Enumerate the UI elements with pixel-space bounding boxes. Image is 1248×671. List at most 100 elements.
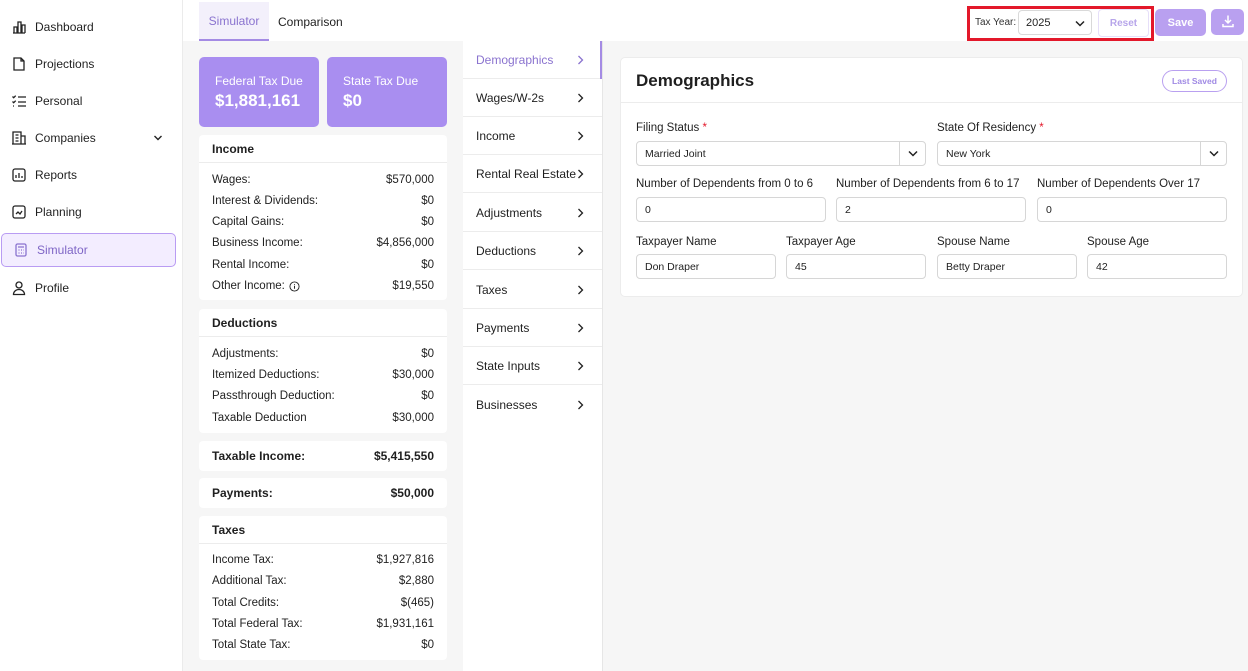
tab-comparison[interactable]: Comparison bbox=[278, 14, 343, 29]
label-text: State Of Residency bbox=[937, 122, 1037, 134]
section-nav-adjustments[interactable]: Adjustments bbox=[463, 194, 602, 232]
info-icon[interactable] bbox=[289, 280, 300, 292]
filing-status-select[interactable]: Married Joint bbox=[636, 141, 926, 166]
list-check-icon bbox=[11, 93, 27, 109]
chevron-right-icon bbox=[577, 207, 584, 218]
chevron-right-icon bbox=[577, 284, 584, 295]
payments-box: Payments: $50,000 bbox=[199, 478, 447, 508]
section-nav-deductions[interactable]: Deductions bbox=[463, 232, 602, 270]
taxpayer-name-label: Taxpayer Name bbox=[636, 236, 717, 248]
row-label: Total Credits: bbox=[212, 597, 280, 609]
section-nav-wages[interactable]: Wages/W-2s bbox=[463, 79, 602, 117]
section-nav-taxes[interactable]: Taxes bbox=[463, 271, 602, 309]
active-section-indicator bbox=[600, 41, 602, 79]
row-label: Rental Income: bbox=[212, 259, 290, 271]
sidebar-item-projections[interactable]: Projections bbox=[0, 47, 183, 81]
income-row: Other Income: $19,550 bbox=[212, 278, 434, 294]
state-tax-due-card: State Tax Due $0 bbox=[327, 57, 447, 127]
sidebar-item-label: Dashboard bbox=[35, 20, 94, 34]
section-nav-businesses[interactable]: Businesses bbox=[463, 386, 602, 424]
taxpayer-age-label: Taxpayer Age bbox=[786, 236, 856, 248]
chevron-right-icon bbox=[577, 322, 584, 333]
sidebar-item-planning[interactable]: Planning bbox=[0, 195, 183, 229]
section-nav-label: Rental Real Estate bbox=[476, 166, 577, 181]
deduction-row: Itemized Deductions: $30,000 bbox=[212, 367, 434, 383]
row-label: Interest & Dividends: bbox=[212, 195, 319, 207]
state-of-residency-select[interactable]: New York bbox=[937, 141, 1227, 166]
taxpayer-age-input[interactable]: 45 bbox=[786, 254, 926, 279]
row-value: $570,000 bbox=[386, 174, 434, 186]
row-label: Wages: bbox=[212, 174, 251, 186]
section-nav-rental-real-estate[interactable]: Rental Real Estate bbox=[463, 155, 602, 193]
bar-chart-icon bbox=[11, 19, 27, 35]
dependents-over-17-input[interactable]: 0 bbox=[1037, 197, 1227, 222]
input-value: 45 bbox=[795, 260, 807, 273]
tax-row: Total State Tax: $0 bbox=[212, 637, 434, 653]
chevron-down-icon[interactable] bbox=[153, 132, 163, 142]
row-label: Business Income: bbox=[212, 237, 303, 249]
sidebar-item-reports[interactable]: Reports bbox=[0, 158, 183, 192]
deductions-box: Deductions Adjustments: $0 Itemized Deduc… bbox=[199, 309, 447, 433]
state-of-residency-label: State Of Residency * bbox=[937, 122, 1044, 134]
income-row: Wages: $570,000 bbox=[212, 172, 434, 188]
input-value: Betty Draper bbox=[946, 260, 1005, 273]
payments-value: $50,000 bbox=[390, 486, 434, 500]
input-value: 0 bbox=[645, 203, 651, 216]
input-value: 42 bbox=[1096, 260, 1108, 273]
tax-year-select[interactable]: 2025 bbox=[1018, 10, 1092, 35]
sidebar-item-dashboard[interactable]: Dashboard bbox=[0, 10, 183, 44]
sidebar-item-label: Personal bbox=[35, 94, 83, 108]
planning-icon bbox=[11, 204, 27, 220]
payments-label: Payments: bbox=[212, 486, 273, 500]
section-nav-income[interactable]: Income bbox=[463, 117, 602, 155]
highlight-box bbox=[967, 6, 1154, 41]
row-label: Additional Tax: bbox=[212, 575, 287, 587]
state-tax-due-value: $0 bbox=[343, 91, 362, 110]
dependents-over-17-label: Number of Dependents Over 17 bbox=[1037, 178, 1201, 190]
deduction-row: Passthrough Deduction: $0 bbox=[212, 388, 434, 404]
section-nav-payments[interactable]: Payments bbox=[463, 309, 602, 347]
download-button[interactable] bbox=[1211, 9, 1244, 35]
chevron-down-icon bbox=[899, 142, 925, 165]
row-value: $1,927,816 bbox=[376, 554, 434, 566]
last-saved-button[interactable]: Last Saved bbox=[1162, 70, 1227, 92]
section-nav: Demographics Wages/W-2s Income Rental Re… bbox=[463, 41, 603, 671]
sidebar-item-profile[interactable]: Profile bbox=[0, 271, 183, 305]
chevron-right-icon bbox=[577, 399, 584, 410]
row-value: $0 bbox=[421, 216, 434, 228]
row-value: $1,931,161 bbox=[376, 618, 434, 630]
reset-button[interactable]: Reset bbox=[1098, 9, 1149, 37]
sidebar-item-label: Reports bbox=[35, 168, 78, 182]
sidebar: Dashboard Projections Personal Companies… bbox=[0, 0, 183, 671]
user-icon bbox=[11, 280, 27, 296]
chevron-right-icon bbox=[577, 245, 584, 256]
spouse-age-input[interactable]: 42 bbox=[1087, 254, 1227, 279]
row-value: $2,880 bbox=[398, 575, 434, 587]
dependents-6-17-input[interactable]: 2 bbox=[836, 197, 1026, 222]
income-box: Income Wages: $570,000 Interest & Dividen… bbox=[199, 135, 447, 300]
section-nav-label: Income bbox=[476, 128, 516, 143]
save-button[interactable]: Save bbox=[1155, 9, 1206, 36]
section-nav-state-inputs[interactable]: State Inputs bbox=[463, 347, 602, 385]
row-label: Itemized Deductions: bbox=[212, 369, 320, 381]
row-label: Passthrough Deduction: bbox=[212, 390, 335, 402]
tax-year-value: 2025 bbox=[1026, 16, 1051, 29]
taxpayer-name-input[interactable]: Don Draper bbox=[636, 254, 776, 279]
tax-year-label: Tax Year: bbox=[975, 17, 1017, 28]
spouse-name-input[interactable]: Betty Draper bbox=[937, 254, 1077, 279]
sidebar-item-personal[interactable]: Personal bbox=[0, 84, 183, 118]
federal-tax-due-card: Federal Tax Due $1,881,161 bbox=[199, 57, 319, 127]
section-nav-label: Demographics bbox=[476, 52, 554, 67]
dependents-0-6-input[interactable]: 0 bbox=[636, 197, 826, 222]
sidebar-item-label: Companies bbox=[35, 131, 96, 145]
filing-status-value: Married Joint bbox=[645, 147, 706, 160]
sidebar-item-companies[interactable]: Companies bbox=[0, 121, 183, 155]
row-value: $30,000 bbox=[392, 369, 434, 381]
tab-simulator[interactable]: Simulator bbox=[199, 2, 269, 41]
row-label: Total State Tax: bbox=[212, 639, 291, 651]
taxable-income-label: Taxable Income: bbox=[212, 449, 306, 463]
section-nav-demographics[interactable]: Demographics bbox=[463, 41, 602, 79]
sidebar-item-simulator[interactable]: Simulator bbox=[1, 233, 176, 267]
row-value: $19,550 bbox=[392, 280, 434, 292]
spouse-name-label: Spouse Name bbox=[937, 236, 1010, 248]
